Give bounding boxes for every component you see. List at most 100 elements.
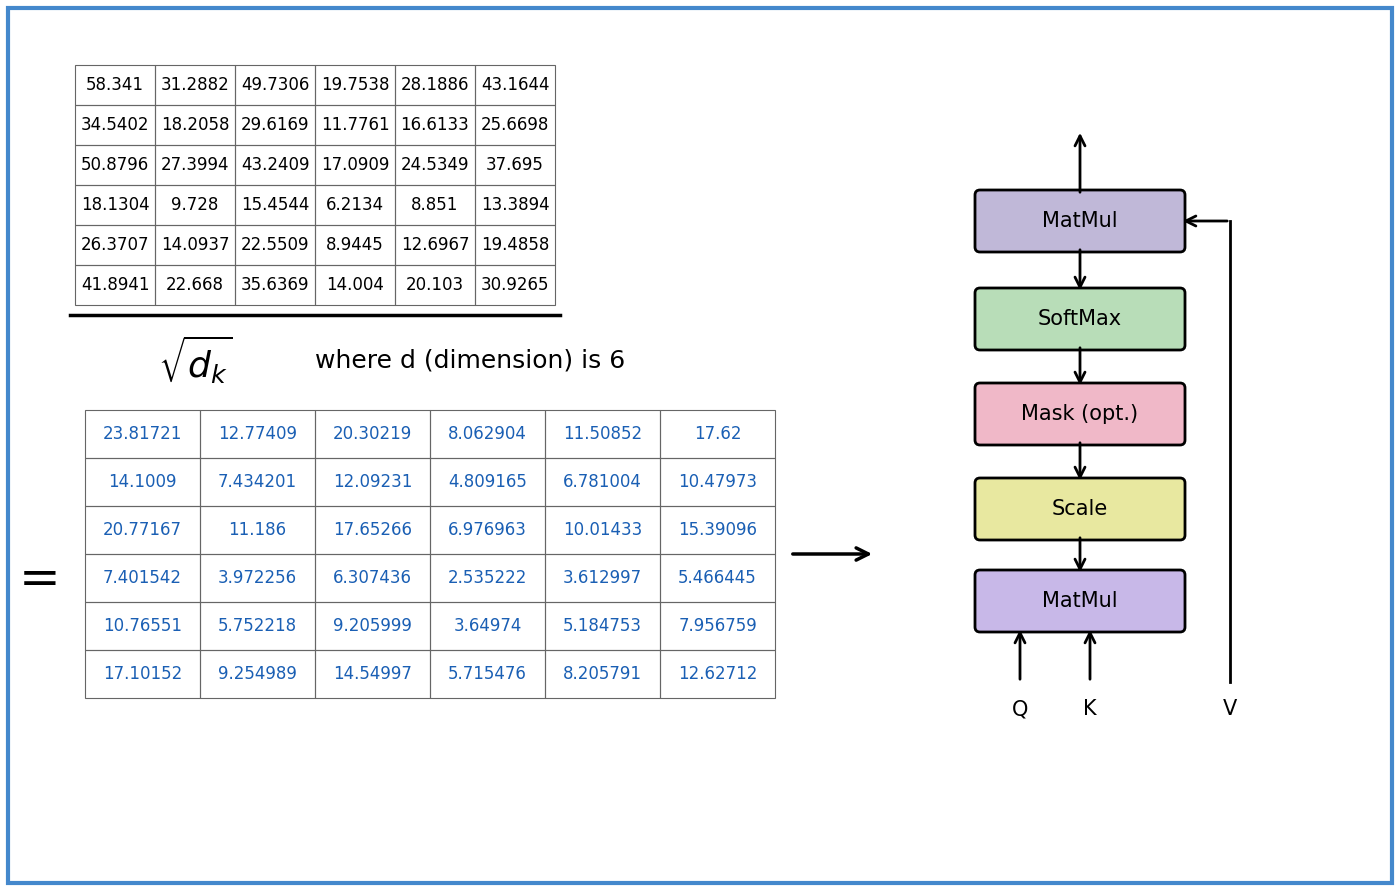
Text: Mask (opt.): Mask (opt.) — [1022, 404, 1138, 424]
Text: 6.2134: 6.2134 — [326, 196, 384, 214]
Text: K: K — [1084, 699, 1096, 719]
Text: 50.8796: 50.8796 — [81, 156, 150, 174]
Bar — [76, 265, 155, 305]
Text: 30.9265: 30.9265 — [480, 276, 549, 294]
Bar — [395, 145, 475, 185]
FancyBboxPatch shape — [8, 8, 1392, 883]
Bar — [315, 145, 395, 185]
Text: =: = — [20, 556, 60, 604]
Bar — [395, 105, 475, 145]
Bar — [659, 506, 776, 554]
FancyBboxPatch shape — [974, 288, 1184, 350]
Bar — [235, 265, 315, 305]
Text: 17.10152: 17.10152 — [102, 665, 182, 683]
Bar — [430, 650, 545, 698]
Bar — [315, 105, 395, 145]
Text: 14.54997: 14.54997 — [333, 665, 412, 683]
Bar — [430, 602, 545, 650]
Text: 7.401542: 7.401542 — [104, 569, 182, 587]
Bar — [475, 145, 554, 185]
Bar — [76, 65, 155, 105]
FancyBboxPatch shape — [974, 190, 1184, 252]
Bar — [430, 458, 545, 506]
Text: 20.30219: 20.30219 — [333, 425, 412, 443]
Text: 43.1644: 43.1644 — [480, 76, 549, 94]
Bar — [659, 458, 776, 506]
Text: 17.62: 17.62 — [694, 425, 741, 443]
Text: Q: Q — [1012, 699, 1028, 719]
Text: 14.004: 14.004 — [326, 276, 384, 294]
Text: 6.781004: 6.781004 — [563, 473, 643, 491]
Bar — [545, 506, 659, 554]
Text: 31.2882: 31.2882 — [161, 76, 230, 94]
Text: 24.5349: 24.5349 — [400, 156, 469, 174]
Bar — [200, 602, 315, 650]
Bar — [155, 145, 235, 185]
Text: 2.535222: 2.535222 — [448, 569, 528, 587]
Bar — [659, 554, 776, 602]
Text: 15.4544: 15.4544 — [241, 196, 309, 214]
Bar — [200, 458, 315, 506]
Bar — [155, 65, 235, 105]
Bar — [395, 185, 475, 225]
Text: 58.341: 58.341 — [85, 76, 144, 94]
Text: 8.9445: 8.9445 — [326, 236, 384, 254]
Bar — [545, 554, 659, 602]
Text: 9.254989: 9.254989 — [218, 665, 297, 683]
Text: 35.6369: 35.6369 — [241, 276, 309, 294]
Text: 29.6169: 29.6169 — [241, 116, 309, 134]
Bar — [235, 105, 315, 145]
Text: 22.668: 22.668 — [167, 276, 224, 294]
Text: 4.809165: 4.809165 — [448, 473, 526, 491]
Text: 23.81721: 23.81721 — [102, 425, 182, 443]
Bar — [315, 265, 395, 305]
Bar — [76, 185, 155, 225]
Text: 19.4858: 19.4858 — [480, 236, 549, 254]
Text: 8.851: 8.851 — [412, 196, 459, 214]
Bar — [315, 554, 430, 602]
Text: 10.47973: 10.47973 — [678, 473, 757, 491]
Text: 37.695: 37.695 — [486, 156, 545, 174]
Bar — [85, 458, 200, 506]
Bar — [85, 506, 200, 554]
Text: 18.2058: 18.2058 — [161, 116, 230, 134]
Bar — [315, 185, 395, 225]
FancyBboxPatch shape — [974, 570, 1184, 632]
Bar — [235, 225, 315, 265]
Text: MatMul: MatMul — [1042, 591, 1117, 611]
Bar — [545, 458, 659, 506]
Bar — [85, 410, 200, 458]
Bar — [85, 650, 200, 698]
Text: 8.062904: 8.062904 — [448, 425, 526, 443]
Text: 10.01433: 10.01433 — [563, 521, 643, 539]
Text: SoftMax: SoftMax — [1037, 309, 1121, 329]
Bar — [76, 105, 155, 145]
Text: 11.186: 11.186 — [228, 521, 287, 539]
Bar — [155, 105, 235, 145]
Bar — [395, 65, 475, 105]
Bar — [475, 265, 554, 305]
Bar — [76, 145, 155, 185]
Text: 12.77409: 12.77409 — [218, 425, 297, 443]
Text: 10.76551: 10.76551 — [104, 617, 182, 635]
Text: 12.6967: 12.6967 — [400, 236, 469, 254]
Text: $\sqrt{d_k}$: $\sqrt{d_k}$ — [158, 334, 232, 386]
Text: 7.434201: 7.434201 — [218, 473, 297, 491]
Text: 12.62712: 12.62712 — [678, 665, 757, 683]
Bar — [235, 145, 315, 185]
Text: 3.64974: 3.64974 — [454, 617, 522, 635]
Bar — [200, 506, 315, 554]
Text: 22.5509: 22.5509 — [241, 236, 309, 254]
Bar — [155, 225, 235, 265]
Bar — [395, 225, 475, 265]
Bar — [659, 410, 776, 458]
Bar — [315, 65, 395, 105]
Text: 3.972256: 3.972256 — [218, 569, 297, 587]
Text: 6.976963: 6.976963 — [448, 521, 526, 539]
Bar — [545, 650, 659, 698]
Bar — [200, 650, 315, 698]
Text: 14.0937: 14.0937 — [161, 236, 230, 254]
Text: 11.7761: 11.7761 — [321, 116, 389, 134]
Bar — [315, 458, 430, 506]
Text: 43.2409: 43.2409 — [241, 156, 309, 174]
